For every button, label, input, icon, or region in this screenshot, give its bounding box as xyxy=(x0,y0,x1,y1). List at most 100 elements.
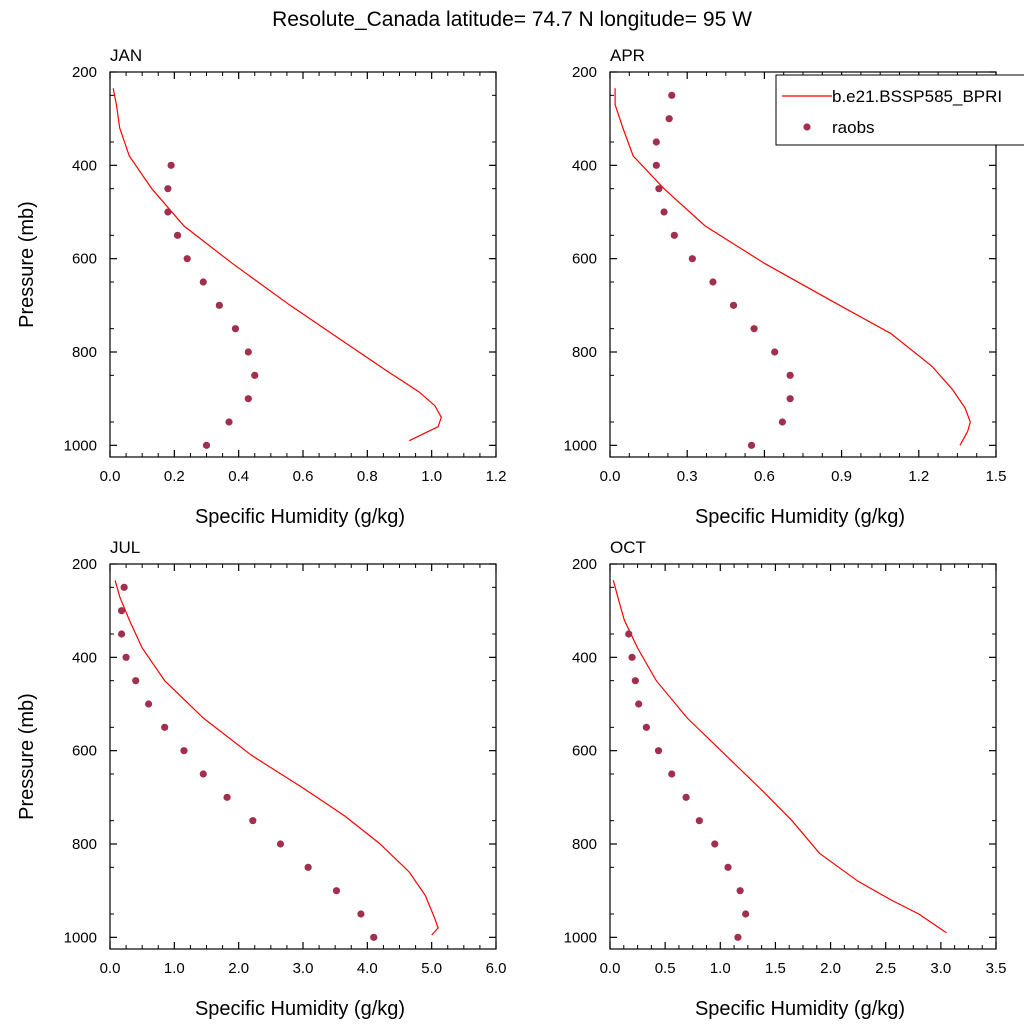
y-tick-label: 1000 xyxy=(564,437,597,454)
obs-point xyxy=(625,630,633,638)
x-axis-label: Specific Humidity (g/kg) xyxy=(695,998,905,1020)
obs-point xyxy=(778,418,787,426)
obs-point xyxy=(709,278,717,286)
panel-oct: OCT 0.0 0.5 1.0 1.5 2.0 2.5 3.0 3.5 200 400 600 800 1… xyxy=(564,538,1007,1020)
obs-point xyxy=(370,933,378,941)
legend-box xyxy=(775,74,1024,146)
obs-point xyxy=(668,91,676,99)
obs-point xyxy=(199,770,207,778)
obs-point xyxy=(132,677,140,685)
obs-point xyxy=(120,583,128,591)
legend-label-obs: raobs xyxy=(832,118,875,137)
obs-point xyxy=(747,441,756,449)
x-tick-label: 0.8 xyxy=(357,468,378,485)
x-tick-label: 2.0 xyxy=(228,960,249,977)
x-tick-label: 1.5 xyxy=(986,468,1007,485)
obs-point xyxy=(117,630,126,638)
x-tick-label: 0.6 xyxy=(754,468,775,485)
panel-apr: APR 0.0 0.3 0.6 0.9 1.2 1.5 200 400 600 800 1000 Spe… xyxy=(564,46,1007,528)
obs-point xyxy=(276,840,285,848)
obs-point xyxy=(244,395,252,403)
obs-point xyxy=(660,208,668,216)
x-tick-label: 3.0 xyxy=(293,960,314,977)
legend-label-model: b.e21.BSSP585_BPRI xyxy=(832,87,1002,106)
obs-point xyxy=(161,723,169,731)
x-tick-label: 1.2 xyxy=(486,468,507,485)
y-tick-label: 600 xyxy=(72,251,97,268)
x-tick-label: 3.5 xyxy=(986,960,1007,977)
y-tick-label: 200 xyxy=(72,64,97,81)
panel-jan: JAN 0.0 0.2 0.4 0.6 0.8 1.0 1.2 200 400 600 800 1000… xyxy=(16,46,506,528)
y-tick-label: 800 xyxy=(572,344,597,361)
x-tick-label: 2.0 xyxy=(820,960,841,977)
x-tick-label: 6.0 xyxy=(486,960,507,977)
obs-point xyxy=(357,910,365,918)
x-tick-label: 0.6 xyxy=(293,468,314,485)
panels: JAN 0.0 0.2 0.4 0.6 0.8 1.0 1.2 200 400 600 800 1000… xyxy=(16,46,1006,1020)
x-axis-label: Specific Humidity (g/kg) xyxy=(695,506,905,528)
x-tick-label: 1.0 xyxy=(164,960,185,977)
y-tick-label: 1000 xyxy=(64,929,97,946)
y-tick-label: 1000 xyxy=(564,929,597,946)
panel-label: JAN xyxy=(110,46,142,65)
panel-label: JUL xyxy=(110,538,140,557)
obs-point xyxy=(652,161,660,169)
y-tick-label: 600 xyxy=(572,251,597,268)
y-tick-label: 800 xyxy=(72,836,97,853)
obs-point xyxy=(173,231,182,239)
y-tick-label: 400 xyxy=(72,157,97,174)
x-tick-label: 0.5 xyxy=(655,960,676,977)
obs-point xyxy=(304,863,312,871)
y-tick-label: 800 xyxy=(572,836,597,853)
obs-point xyxy=(771,348,779,356)
x-axis-label: Specific Humidity (g/kg) xyxy=(195,998,405,1020)
obs-point xyxy=(750,325,758,333)
y-tick-label: 800 xyxy=(72,344,97,361)
model-line xyxy=(112,88,442,442)
obs-point xyxy=(711,840,719,848)
obs-point xyxy=(202,441,211,449)
obs-point xyxy=(251,371,259,379)
obs-point xyxy=(180,747,188,755)
y-tick-label: 200 xyxy=(572,64,597,81)
obs-point xyxy=(332,887,341,895)
obs-point xyxy=(665,115,673,123)
obs-point xyxy=(183,255,191,263)
legend-marker-swatch xyxy=(803,123,811,131)
obs-point xyxy=(231,325,240,333)
y-tick-label: 200 xyxy=(72,556,97,573)
x-tick-label: 1.0 xyxy=(710,960,731,977)
obs-point xyxy=(167,161,175,169)
obs-point xyxy=(786,395,794,403)
y-axis-label: Pressure (mb) xyxy=(16,201,38,328)
obs-point xyxy=(164,208,172,216)
x-tick-label: 2.5 xyxy=(875,960,896,977)
obs-point xyxy=(668,770,676,778)
y-tick-label: 1000 xyxy=(64,437,97,454)
obs-point xyxy=(635,700,643,708)
panel-label: OCT xyxy=(610,538,646,557)
x-tick-label: 0.0 xyxy=(100,468,121,485)
obs-point xyxy=(225,418,233,426)
y-tick-label: 600 xyxy=(72,743,97,760)
obs-point xyxy=(631,677,639,685)
x-tick-label: 0.3 xyxy=(677,468,698,485)
x-tick-label: 1.0 xyxy=(421,468,442,485)
obs-point xyxy=(117,607,126,615)
obs-point xyxy=(628,653,636,661)
obs-point xyxy=(654,747,663,755)
y-axis-label: Pressure (mb) xyxy=(16,693,38,820)
panel-jul: JUL 0.0 1.0 2.0 3.0 4.0 5.0 6.0 200 400 600 800 1000… xyxy=(16,538,506,1020)
obs-point xyxy=(215,301,223,309)
obs-point xyxy=(682,793,690,801)
x-tick-label: 0.9 xyxy=(831,468,852,485)
plot-frame xyxy=(109,563,497,950)
obs-point xyxy=(655,185,663,193)
x-tick-label: 0.2 xyxy=(164,468,185,485)
x-tick-label: 0.0 xyxy=(100,960,121,977)
obs-point xyxy=(729,301,738,309)
panel-label: APR xyxy=(610,46,645,65)
x-tick-label: 5.0 xyxy=(421,960,442,977)
obs-point xyxy=(734,933,742,941)
x-tick-label: 1.2 xyxy=(908,468,929,485)
